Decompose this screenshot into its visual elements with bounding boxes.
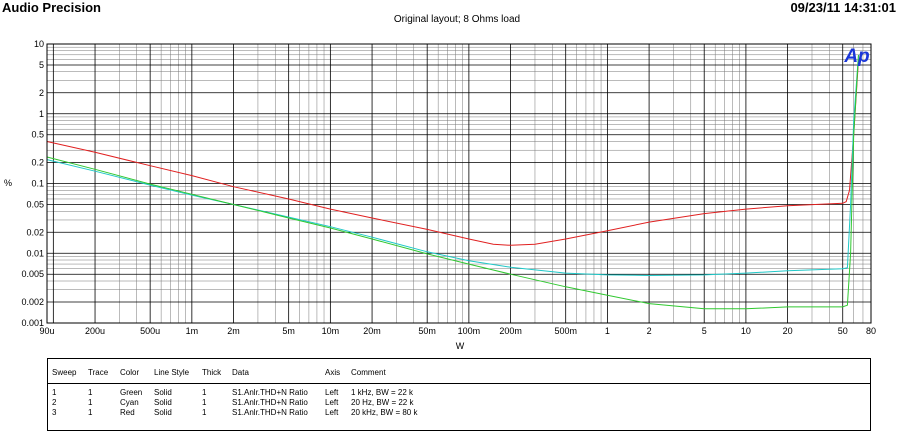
y-tick-label: 5 xyxy=(39,60,44,70)
y-tick-label: 0.001 xyxy=(21,318,44,328)
x-tick-label: 1m xyxy=(186,326,199,336)
legend-cell: 3 xyxy=(52,408,57,417)
x-tick-label: 20m xyxy=(363,326,381,336)
legend-cell: S1.Anlr.THD+N Ratio xyxy=(232,398,308,407)
legend-cell: Red xyxy=(120,408,135,417)
tick-labels: 90u 200u 500u 1m 2m 5m 10m 20m 50m 100m 200m 500m 1 2… xyxy=(21,39,876,336)
legend-cell: S1.Anlr.THD+N Ratio xyxy=(232,408,308,417)
x-tick-label: 10m xyxy=(322,326,340,336)
x-tick-label: 1 xyxy=(605,326,610,336)
legend-cell: 1 xyxy=(202,388,207,397)
legend-header-axis: Axis xyxy=(325,368,341,377)
legend-cell: 2 xyxy=(52,398,57,407)
y-tick-label: 0.1 xyxy=(31,179,44,189)
x-tick-label: 5 xyxy=(702,326,707,336)
legend-cell: Green xyxy=(120,388,143,397)
ap-logo: Ap xyxy=(843,46,869,67)
legend-cell: Cyan xyxy=(120,398,139,407)
x-tick-label: 100m xyxy=(458,326,481,336)
x-tick-label: 500m xyxy=(554,326,577,336)
series-line-2 xyxy=(46,54,859,277)
legend-cell: 1 xyxy=(88,408,93,417)
x-tick-label: 20 xyxy=(783,326,793,336)
legend-header-line-style: Line Style xyxy=(154,368,190,377)
x-tick-label: 50m xyxy=(418,326,436,336)
legend-cell: Left xyxy=(325,388,339,397)
y-tick-label: 1 xyxy=(39,109,44,119)
legend-header-comment: Comment xyxy=(351,368,386,377)
legend-cell: Solid xyxy=(154,408,172,417)
chart-title: Original layout; 8 Ohms load xyxy=(393,14,521,25)
timestamp: 09/23/11 14:31:01 xyxy=(790,0,896,15)
y-axis-label: % xyxy=(4,178,12,188)
legend-table: Sweep Trace Color Line Style Thick Data Axis Co… xyxy=(47,358,871,431)
legend-cell: Left xyxy=(325,398,339,407)
legend-cell: 1 xyxy=(202,398,207,407)
thd-plot: 90u 200u 500u 1m 2m 5m 10m 20m 50m 100m 200m 500m 1 2… xyxy=(4,39,876,351)
plot-frame xyxy=(46,43,872,324)
legend-cell: S1.Anlr.THD+N Ratio xyxy=(232,388,308,397)
legend-cell: 20 Hz, BW = 22 k xyxy=(351,398,414,407)
y-tick-label: 2 xyxy=(39,88,44,98)
legend-cell: 1 xyxy=(202,408,207,417)
legend-cell: 20 kHz, BW = 80 k xyxy=(351,408,418,417)
x-tick-label: 200m xyxy=(499,326,522,336)
x-tick-label: 90u xyxy=(39,326,54,336)
x-tick-label: 2 xyxy=(647,326,652,336)
x-tick-label: 500u xyxy=(140,326,160,336)
y-tick-label: 0.05 xyxy=(26,199,44,209)
x-tick-label: 2m xyxy=(227,326,240,336)
y-tick-label: 10 xyxy=(34,39,44,49)
series-line-3 xyxy=(46,54,859,310)
x-axis-label: W xyxy=(456,341,465,351)
legend-cell: Solid xyxy=(154,388,172,397)
legend-header-thick: Thick xyxy=(202,368,222,377)
x-tick-label: 80 xyxy=(866,326,876,336)
series-line-1 xyxy=(46,59,859,246)
legend-header-data: Data xyxy=(232,368,249,377)
legend-separator xyxy=(48,383,870,384)
legend-cell: Left xyxy=(325,408,339,417)
legend-header-sweep: Sweep xyxy=(52,368,77,377)
x-tick-label: 5m xyxy=(282,326,295,336)
legend-cell: 1 kHz, BW = 22 k xyxy=(351,388,414,397)
y-tick-label: 0.5 xyxy=(31,130,44,140)
x-tick-label: 10 xyxy=(741,326,751,336)
x-tick-label: 200u xyxy=(85,326,105,336)
legend-cell: 1 xyxy=(88,388,93,397)
app-title: Audio Precision xyxy=(2,0,101,15)
major-gridlines xyxy=(47,44,871,324)
x-tick-label: 50 xyxy=(838,326,848,336)
legend-cell: Solid xyxy=(154,398,172,407)
legend-cell: 1 xyxy=(52,388,57,397)
y-tick-label: 0.002 xyxy=(21,297,44,307)
y-tick-label: 0.005 xyxy=(21,269,44,279)
legend-header-trace: Trace xyxy=(88,368,109,377)
y-tick-label: 0.01 xyxy=(26,248,44,258)
series-layer xyxy=(46,54,859,310)
legend-header-color: Color xyxy=(120,368,140,377)
legend-cell: 1 xyxy=(88,398,93,407)
y-tick-label: 0.02 xyxy=(26,227,44,237)
y-tick-label: 0.2 xyxy=(31,158,44,168)
